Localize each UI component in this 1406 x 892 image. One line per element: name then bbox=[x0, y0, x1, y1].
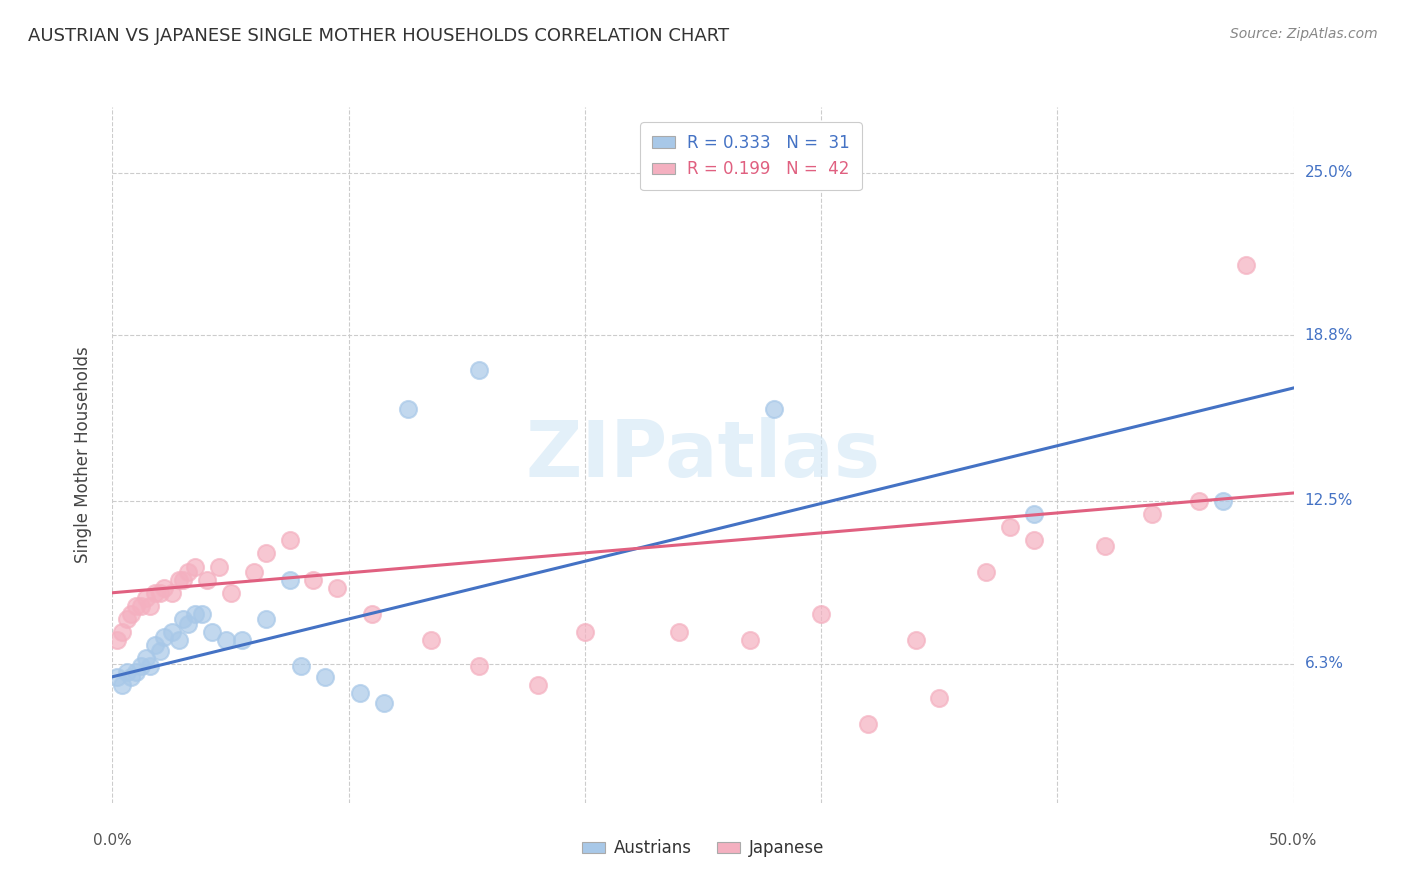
Point bbox=[526, 678, 548, 692]
Point bbox=[195, 573, 218, 587]
Point bbox=[668, 625, 690, 640]
Text: 12.5%: 12.5% bbox=[1305, 493, 1353, 508]
Point bbox=[1140, 507, 1163, 521]
Point bbox=[904, 633, 927, 648]
Text: ZIPatlas: ZIPatlas bbox=[526, 417, 880, 493]
Point bbox=[1188, 494, 1211, 508]
Point bbox=[740, 633, 762, 648]
Text: AUSTRIAN VS JAPANESE SINGLE MOTHER HOUSEHOLDS CORRELATION CHART: AUSTRIAN VS JAPANESE SINGLE MOTHER HOUSE… bbox=[28, 27, 730, 45]
Point bbox=[139, 599, 162, 613]
Point bbox=[420, 633, 443, 648]
Text: Source: ZipAtlas.com: Source: ZipAtlas.com bbox=[1230, 27, 1378, 41]
Point bbox=[373, 696, 395, 710]
Point bbox=[177, 617, 200, 632]
Point bbox=[149, 643, 172, 657]
Text: 50.0%: 50.0% bbox=[1270, 833, 1317, 848]
Point bbox=[278, 533, 301, 548]
Legend: Austrians, Japanese: Austrians, Japanese bbox=[575, 833, 831, 864]
Y-axis label: Single Mother Households: Single Mother Households bbox=[73, 347, 91, 563]
Point bbox=[160, 586, 183, 600]
Point bbox=[184, 559, 207, 574]
Point bbox=[254, 546, 277, 560]
Point bbox=[1212, 494, 1234, 508]
Point bbox=[111, 678, 134, 692]
Point bbox=[120, 670, 142, 684]
Point bbox=[172, 612, 194, 626]
Point bbox=[125, 599, 148, 613]
Point bbox=[231, 633, 253, 648]
Point bbox=[574, 625, 596, 640]
Point bbox=[143, 638, 166, 652]
Point bbox=[167, 573, 190, 587]
Point bbox=[278, 573, 301, 587]
Point bbox=[243, 565, 266, 579]
Point bbox=[810, 607, 832, 621]
Point bbox=[1234, 258, 1257, 272]
Point bbox=[208, 559, 231, 574]
Point bbox=[153, 581, 176, 595]
Point bbox=[302, 573, 325, 587]
Point bbox=[125, 665, 148, 679]
Point bbox=[135, 591, 157, 605]
Point bbox=[326, 581, 349, 595]
Point bbox=[976, 565, 998, 579]
Text: 25.0%: 25.0% bbox=[1305, 165, 1353, 180]
Point bbox=[254, 612, 277, 626]
Point bbox=[143, 586, 166, 600]
Point bbox=[160, 625, 183, 640]
Point bbox=[1094, 539, 1116, 553]
Point bbox=[184, 607, 207, 621]
Point bbox=[928, 690, 950, 705]
Text: 0.0%: 0.0% bbox=[93, 833, 132, 848]
Point bbox=[215, 633, 238, 648]
Point bbox=[111, 625, 134, 640]
Point bbox=[105, 670, 128, 684]
Point bbox=[467, 659, 489, 673]
Point bbox=[172, 573, 194, 587]
Point bbox=[120, 607, 142, 621]
Point bbox=[858, 717, 880, 731]
Text: 6.3%: 6.3% bbox=[1305, 657, 1344, 671]
Point bbox=[135, 651, 157, 665]
Point bbox=[467, 362, 489, 376]
Point bbox=[167, 633, 190, 648]
Point bbox=[191, 607, 214, 621]
Point bbox=[361, 607, 384, 621]
Point bbox=[314, 670, 336, 684]
Point bbox=[129, 599, 152, 613]
Point bbox=[115, 665, 138, 679]
Point bbox=[998, 520, 1021, 534]
Point bbox=[105, 633, 128, 648]
Text: 18.8%: 18.8% bbox=[1305, 328, 1353, 343]
Point bbox=[1022, 507, 1045, 521]
Point bbox=[1022, 533, 1045, 548]
Point bbox=[153, 631, 176, 645]
Point bbox=[762, 401, 785, 416]
Point bbox=[219, 586, 242, 600]
Point bbox=[177, 565, 200, 579]
Point bbox=[396, 401, 419, 416]
Point bbox=[290, 659, 312, 673]
Point bbox=[201, 625, 224, 640]
Point bbox=[139, 659, 162, 673]
Point bbox=[149, 586, 172, 600]
Point bbox=[115, 612, 138, 626]
Point bbox=[349, 685, 371, 699]
Point bbox=[129, 659, 152, 673]
